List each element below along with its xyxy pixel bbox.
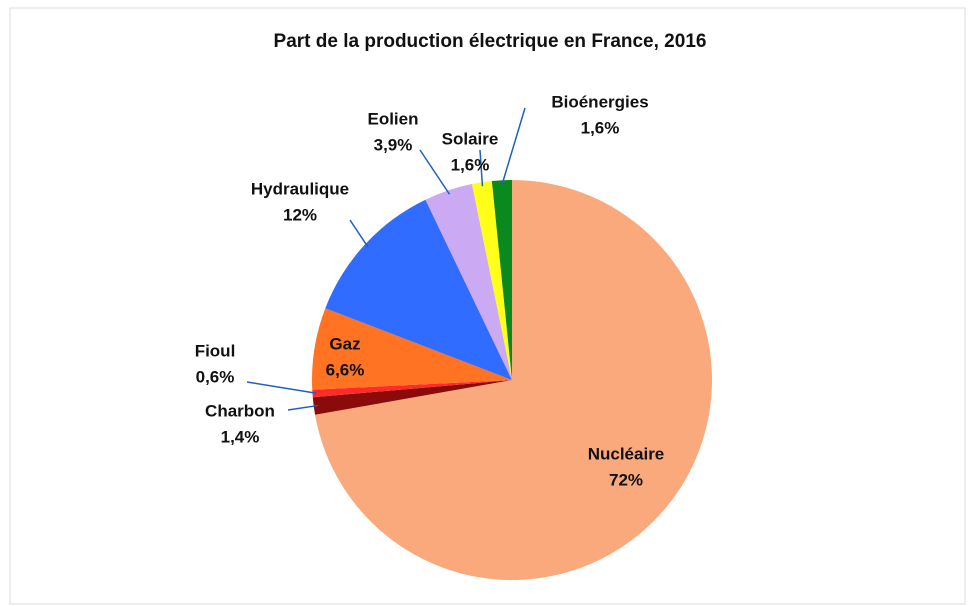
value-label: 12% — [283, 205, 317, 224]
slice-label: Charbon — [205, 401, 275, 420]
pie-slice — [425, 184, 512, 380]
slice-label: Nucléaire — [588, 444, 665, 463]
leader-line — [479, 149, 484, 187]
value-label: 0,6% — [196, 367, 235, 386]
leader-line — [419, 149, 451, 195]
value-label: 6,6% — [326, 360, 365, 379]
slice-label: Eolien — [367, 109, 418, 128]
pie-slice — [491, 180, 512, 380]
slice-label: Bioénergies — [551, 92, 648, 111]
pie-slice — [311, 308, 512, 390]
leader-line — [349, 219, 369, 248]
pie-slice — [312, 380, 512, 398]
value-label: 1,6% — [451, 155, 490, 174]
value-label: 1,4% — [221, 427, 260, 446]
pie-slice — [471, 181, 512, 380]
slice-label: Hydraulique — [251, 179, 349, 198]
leader-line — [287, 404, 318, 411]
slice-label: Fioul — [195, 341, 236, 360]
slice-label: Solaire — [442, 129, 499, 148]
chart-title: Part de la production électrique en Fran… — [274, 31, 707, 52]
leader-line — [501, 107, 526, 185]
value-label: 3,9% — [374, 135, 413, 154]
pie-slice — [325, 199, 512, 380]
value-label: 1,6% — [581, 118, 620, 137]
pie-slice — [315, 180, 712, 580]
slice-label: Gaz — [329, 334, 360, 353]
pie-slice — [312, 380, 512, 415]
value-label: 72% — [609, 470, 643, 489]
leader-line — [246, 381, 317, 395]
